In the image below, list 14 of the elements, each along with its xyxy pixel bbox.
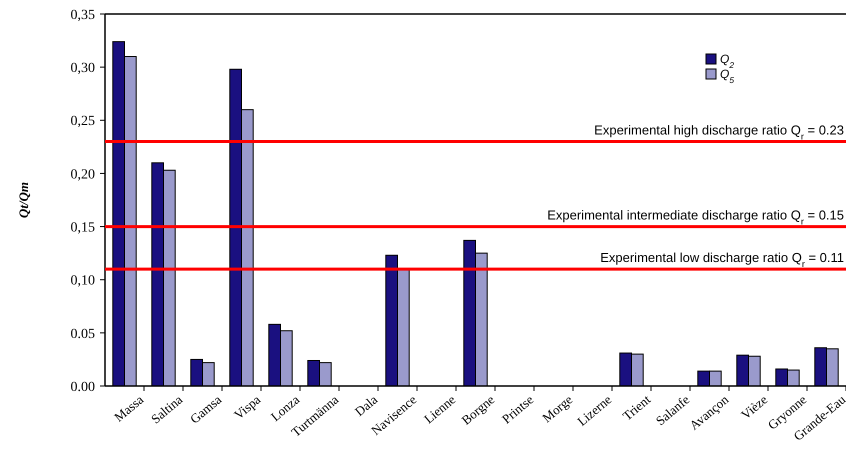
- y-tick-label: 0,25: [70, 114, 95, 130]
- y-tick-label: 0,10: [70, 274, 95, 289]
- ref-line-label: Experimental high discharge ratio Q$_{r}$ = 0.23: [594, 122, 844, 142]
- y-tick-label: 0,30: [70, 61, 95, 76]
- y-tick-label: 0,15: [70, 220, 95, 236]
- ref-line-label: Experimental intermediate discharge ratio Q$_{r}$ = 0.15: [547, 208, 844, 227]
- y-tick-label: 0,20: [70, 167, 95, 182]
- y-tick-label: 0.00: [70, 380, 95, 395]
- y-tick-label: 0.05: [70, 326, 95, 342]
- y-axis-title: Qt/Qm: [16, 182, 31, 218]
- ref-line-label: Experimental low discharge ratio Q$_{r}$ = 0.11: [600, 250, 844, 270]
- x-tick-label: Vièze: [738, 392, 770, 422]
- y-tick-label: 0,35: [70, 8, 95, 23]
- x-tick-label: Vispa: [230, 392, 264, 422]
